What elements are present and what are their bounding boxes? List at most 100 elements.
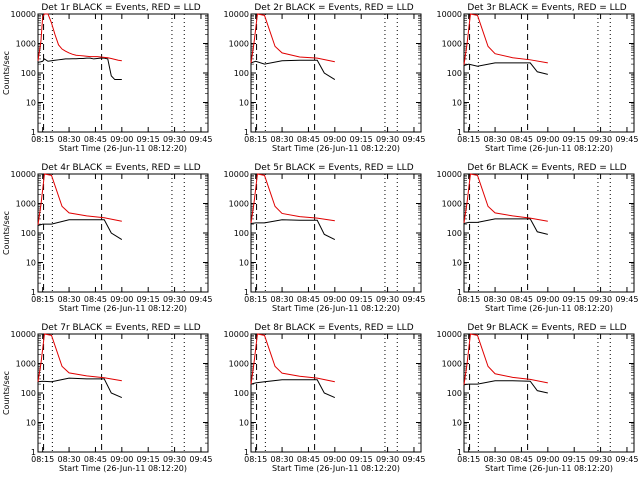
series-line-lld bbox=[37, 173, 122, 225]
panel-1: Det 1r BLACK = Events, RED = LLD 1 10 100 10… bbox=[2, 3, 212, 153]
series-line-events bbox=[463, 218, 548, 235]
x-tick-label: 09:00 bbox=[110, 135, 133, 144]
x-tick-label: 08:15 bbox=[244, 455, 267, 464]
y-tick-label: 1 bbox=[244, 448, 249, 457]
y-tick-label: 1 bbox=[31, 288, 36, 297]
series-line-lld bbox=[463, 173, 548, 223]
y-tick-label: 1000 bbox=[442, 360, 462, 369]
panel-title: Det 1r BLACK = Events, RED = LLD bbox=[41, 3, 200, 13]
y-tick-label: 10 bbox=[26, 99, 36, 108]
series-line-lld bbox=[463, 13, 548, 65]
x-tick-label: 09:15 bbox=[563, 295, 586, 304]
x-axis-label: Start Time (26-Jun-11 08:12:20) bbox=[272, 144, 400, 153]
x-tick-label: 09:45 bbox=[402, 295, 425, 304]
series-line-lld bbox=[250, 333, 335, 385]
y-tick-label: 100 bbox=[447, 389, 462, 398]
y-tick-label: 1000 bbox=[16, 40, 36, 49]
x-tick-label: 09:00 bbox=[323, 455, 346, 464]
x-tick-label: 08:45 bbox=[297, 455, 320, 464]
x-tick-label: 08:30 bbox=[58, 135, 81, 144]
y-axis-label: Counts/sec bbox=[2, 51, 11, 95]
y-tick-label: 10000 bbox=[224, 330, 249, 339]
series-line-events bbox=[37, 57, 122, 81]
panel-7: Det 7r BLACK = Events, RED = LLD 1 10 100 10… bbox=[2, 323, 212, 473]
y-axis-label: Counts/sec bbox=[2, 211, 11, 255]
plot-frame bbox=[37, 13, 209, 133]
x-tick-label: 09:15 bbox=[350, 455, 373, 464]
x-tick-label: 09:15 bbox=[350, 135, 373, 144]
x-tick-label: 08:15 bbox=[457, 295, 480, 304]
y-tick-label: 10 bbox=[452, 259, 462, 268]
x-tick-label: 09:45 bbox=[189, 455, 212, 464]
y-tick-label: 10 bbox=[239, 419, 249, 428]
y-tick-label: 1 bbox=[244, 128, 249, 137]
y-tick-label: 1 bbox=[457, 128, 462, 137]
x-tick-label: 09:00 bbox=[110, 455, 133, 464]
x-tick-label: 09:30 bbox=[589, 295, 612, 304]
y-tick-label: 1 bbox=[457, 288, 462, 297]
x-tick-label: 08:45 bbox=[84, 455, 107, 464]
y-tick-label: 10 bbox=[452, 419, 462, 428]
panel-title: Det 3r BLACK = Events, RED = LLD bbox=[467, 3, 626, 13]
x-tick-label: 09:15 bbox=[137, 295, 160, 304]
y-tick-label: 1000 bbox=[16, 200, 36, 209]
y-tick-label: 100 bbox=[234, 389, 249, 398]
x-axis-label: Start Time (26-Jun-11 08:12:20) bbox=[485, 304, 613, 313]
x-tick-label: 09:45 bbox=[615, 455, 638, 464]
y-tick-label: 10000 bbox=[224, 10, 249, 19]
x-tick-label: 09:15 bbox=[563, 455, 586, 464]
series-line-lld bbox=[463, 333, 548, 385]
panel-title: Det 7r BLACK = Events, RED = LLD bbox=[41, 323, 200, 333]
y-tick-label: 100 bbox=[21, 69, 36, 78]
x-tick-label: 09:45 bbox=[402, 135, 425, 144]
y-tick-label: 1 bbox=[31, 448, 36, 457]
x-tick-label: 08:30 bbox=[271, 455, 294, 464]
x-tick-label: 09:30 bbox=[376, 455, 399, 464]
x-tick-label: 08:30 bbox=[484, 135, 507, 144]
y-tick-label: 10 bbox=[452, 99, 462, 108]
series-line-lld bbox=[250, 173, 335, 223]
x-tick-label: 08:30 bbox=[484, 295, 507, 304]
x-axis-label: Start Time (26-Jun-11 08:12:20) bbox=[59, 144, 187, 153]
plot-frame bbox=[250, 13, 422, 133]
y-tick-label: 1 bbox=[31, 128, 36, 137]
x-tick-label: 09:00 bbox=[323, 295, 346, 304]
panel-title: Det 2r BLACK = Events, RED = LLD bbox=[254, 3, 413, 13]
x-tick-label: 08:15 bbox=[457, 135, 480, 144]
x-tick-label: 08:30 bbox=[271, 295, 294, 304]
y-tick-label: 10000 bbox=[224, 170, 249, 179]
plot-frame bbox=[463, 173, 635, 293]
plot-frame bbox=[250, 173, 422, 293]
y-tick-label: 10000 bbox=[437, 10, 462, 19]
x-tick-label: 08:15 bbox=[31, 455, 54, 464]
y-tick-label: 1000 bbox=[16, 360, 36, 369]
x-tick-label: 09:00 bbox=[110, 295, 133, 304]
panel-title: Det 5r BLACK = Events, RED = LLD bbox=[254, 163, 413, 173]
panel-6: Det 6r BLACK = Events, RED = LLD 1 10 100 10… bbox=[437, 163, 639, 313]
y-tick-label: 100 bbox=[447, 69, 462, 78]
x-tick-label: 09:15 bbox=[563, 135, 586, 144]
x-tick-label: 09:30 bbox=[163, 295, 186, 304]
x-tick-label: 08:15 bbox=[244, 295, 267, 304]
series-line-events bbox=[463, 380, 548, 394]
x-tick-label: 09:15 bbox=[350, 295, 373, 304]
x-tick-label: 08:30 bbox=[484, 455, 507, 464]
x-tick-label: 09:30 bbox=[376, 135, 399, 144]
series-line-lld bbox=[250, 13, 335, 63]
plot-frame bbox=[37, 173, 209, 293]
x-tick-label: 09:45 bbox=[615, 295, 638, 304]
y-tick-label: 10 bbox=[26, 419, 36, 428]
series-line-events bbox=[37, 219, 123, 240]
x-tick-label: 09:30 bbox=[589, 135, 612, 144]
x-tick-label: 08:15 bbox=[31, 135, 54, 144]
y-tick-label: 1 bbox=[457, 448, 462, 457]
y-tick-label: 100 bbox=[234, 229, 249, 238]
y-tick-label: 10000 bbox=[437, 330, 462, 339]
x-tick-label: 09:30 bbox=[376, 295, 399, 304]
y-tick-label: 10 bbox=[239, 99, 249, 108]
x-tick-label: 09:15 bbox=[137, 135, 160, 144]
panel-8: Det 8r BLACK = Events, RED = LLD 1 10 100 10… bbox=[224, 323, 426, 473]
plot-frame bbox=[463, 13, 635, 133]
x-tick-label: 08:45 bbox=[510, 455, 533, 464]
